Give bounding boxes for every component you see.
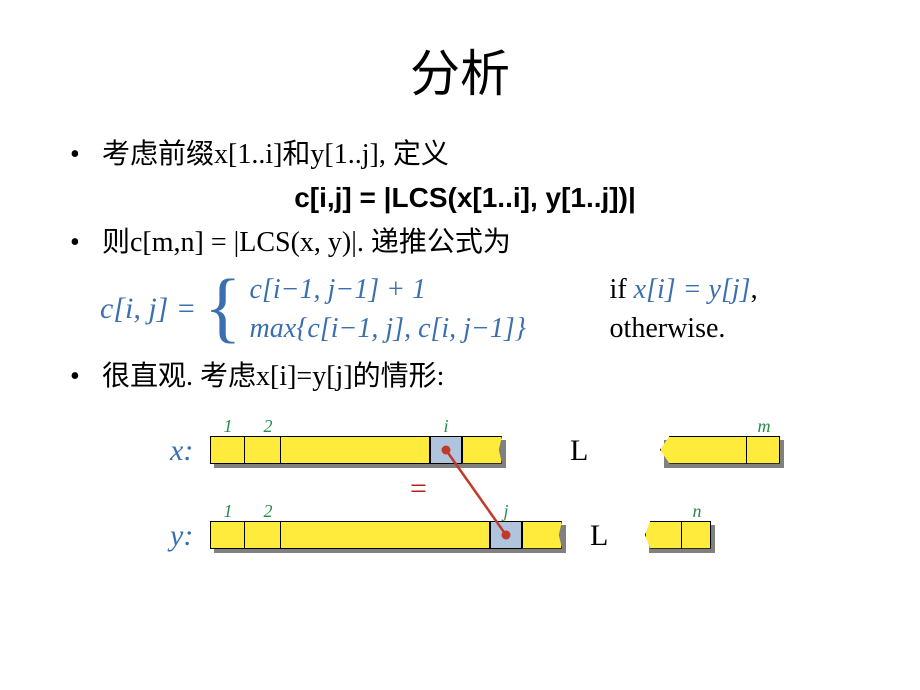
lcs-diagram: x:12imLy:12jnL= bbox=[170, 416, 920, 576]
y-label: y: bbox=[170, 519, 193, 553]
x-seg-a bbox=[210, 436, 430, 464]
tick bbox=[280, 436, 281, 464]
formula-definition: c[i,j] = |LCS(x[1..i], y[1..j])| bbox=[70, 182, 860, 214]
x-label: x: bbox=[170, 434, 193, 468]
bullet-dot: • bbox=[70, 358, 102, 396]
bullet-dot: • bbox=[70, 224, 102, 262]
idx-1: 1 bbox=[218, 416, 238, 437]
formula-lhs: c[i, j] = bbox=[100, 292, 196, 326]
idx-1y: 1 bbox=[218, 501, 238, 522]
idx-2y: 2 bbox=[258, 501, 278, 522]
tick bbox=[746, 436, 747, 464]
cond-pre: if bbox=[610, 274, 634, 305]
case-cond: otherwise. bbox=[610, 309, 726, 348]
case-expr: c[i−1, j−1] + 1 bbox=[250, 270, 610, 309]
formula-cases: c[i−1, j−1] + 1 if x[i] = y[j], max{c[i−… bbox=[250, 270, 758, 348]
x-cell-i bbox=[430, 436, 462, 464]
tick bbox=[244, 436, 245, 464]
page-title: 分析 bbox=[0, 0, 920, 106]
idx-2: 2 bbox=[258, 416, 278, 437]
tick bbox=[681, 521, 682, 549]
y-seg-b bbox=[522, 521, 562, 549]
bullet-text: 很直观. 考虑x[i]=y[j]的情形: bbox=[102, 358, 860, 396]
bullet-item: • 则c[m,n] = |LCS(x, y)|. 递推公式为 bbox=[70, 224, 860, 262]
x-seg-b bbox=[462, 436, 502, 464]
brace-icon: { bbox=[204, 272, 241, 342]
y-cell-j bbox=[490, 521, 522, 549]
slide: 分析 • 考虑前缀x[1..i]和y[1..j], 定义 c[i,j] = |L… bbox=[0, 0, 920, 690]
tick bbox=[244, 521, 245, 549]
bullet-dot: • bbox=[70, 136, 102, 174]
y-seg-a bbox=[210, 521, 490, 549]
eq-sign: = bbox=[410, 472, 427, 506]
tick bbox=[280, 521, 281, 549]
case-cond: if x[i] = y[j], bbox=[610, 270, 758, 309]
piecewise-formula: c[i, j] = { c[i−1, j−1] + 1 if x[i] = y[… bbox=[100, 270, 860, 348]
cond-post: , bbox=[751, 274, 758, 305]
bullet-text: 则c[m,n] = |LCS(x, y)|. 递推公式为 bbox=[102, 224, 860, 262]
idx-m: m bbox=[752, 416, 776, 437]
bullet-text: 考虑前缀x[1..i]和y[1..j], 定义 bbox=[102, 136, 860, 174]
dots: L bbox=[590, 519, 612, 553]
case-row: c[i−1, j−1] + 1 if x[i] = y[j], bbox=[250, 270, 758, 309]
cond-var: x[i] = y[j] bbox=[634, 274, 751, 305]
idx-n: n bbox=[685, 501, 709, 522]
bullet-item: • 很直观. 考虑x[i]=y[j]的情形: bbox=[70, 358, 860, 396]
case-row: max{c[i−1, j], c[i, j−1]} otherwise. bbox=[250, 309, 758, 348]
bullet-item: • 考虑前缀x[1..i]和y[1..j], 定义 bbox=[70, 136, 860, 174]
dots: L bbox=[570, 434, 592, 468]
y-seg-c bbox=[645, 521, 711, 549]
x-seg-c bbox=[660, 436, 780, 464]
case-expr: max{c[i−1, j], c[i, j−1]} bbox=[250, 309, 610, 348]
idx-j: j bbox=[496, 501, 516, 522]
slide-body: • 考虑前缀x[1..i]和y[1..j], 定义 c[i,j] = |LCS(… bbox=[0, 106, 920, 576]
idx-i: i bbox=[436, 416, 456, 437]
